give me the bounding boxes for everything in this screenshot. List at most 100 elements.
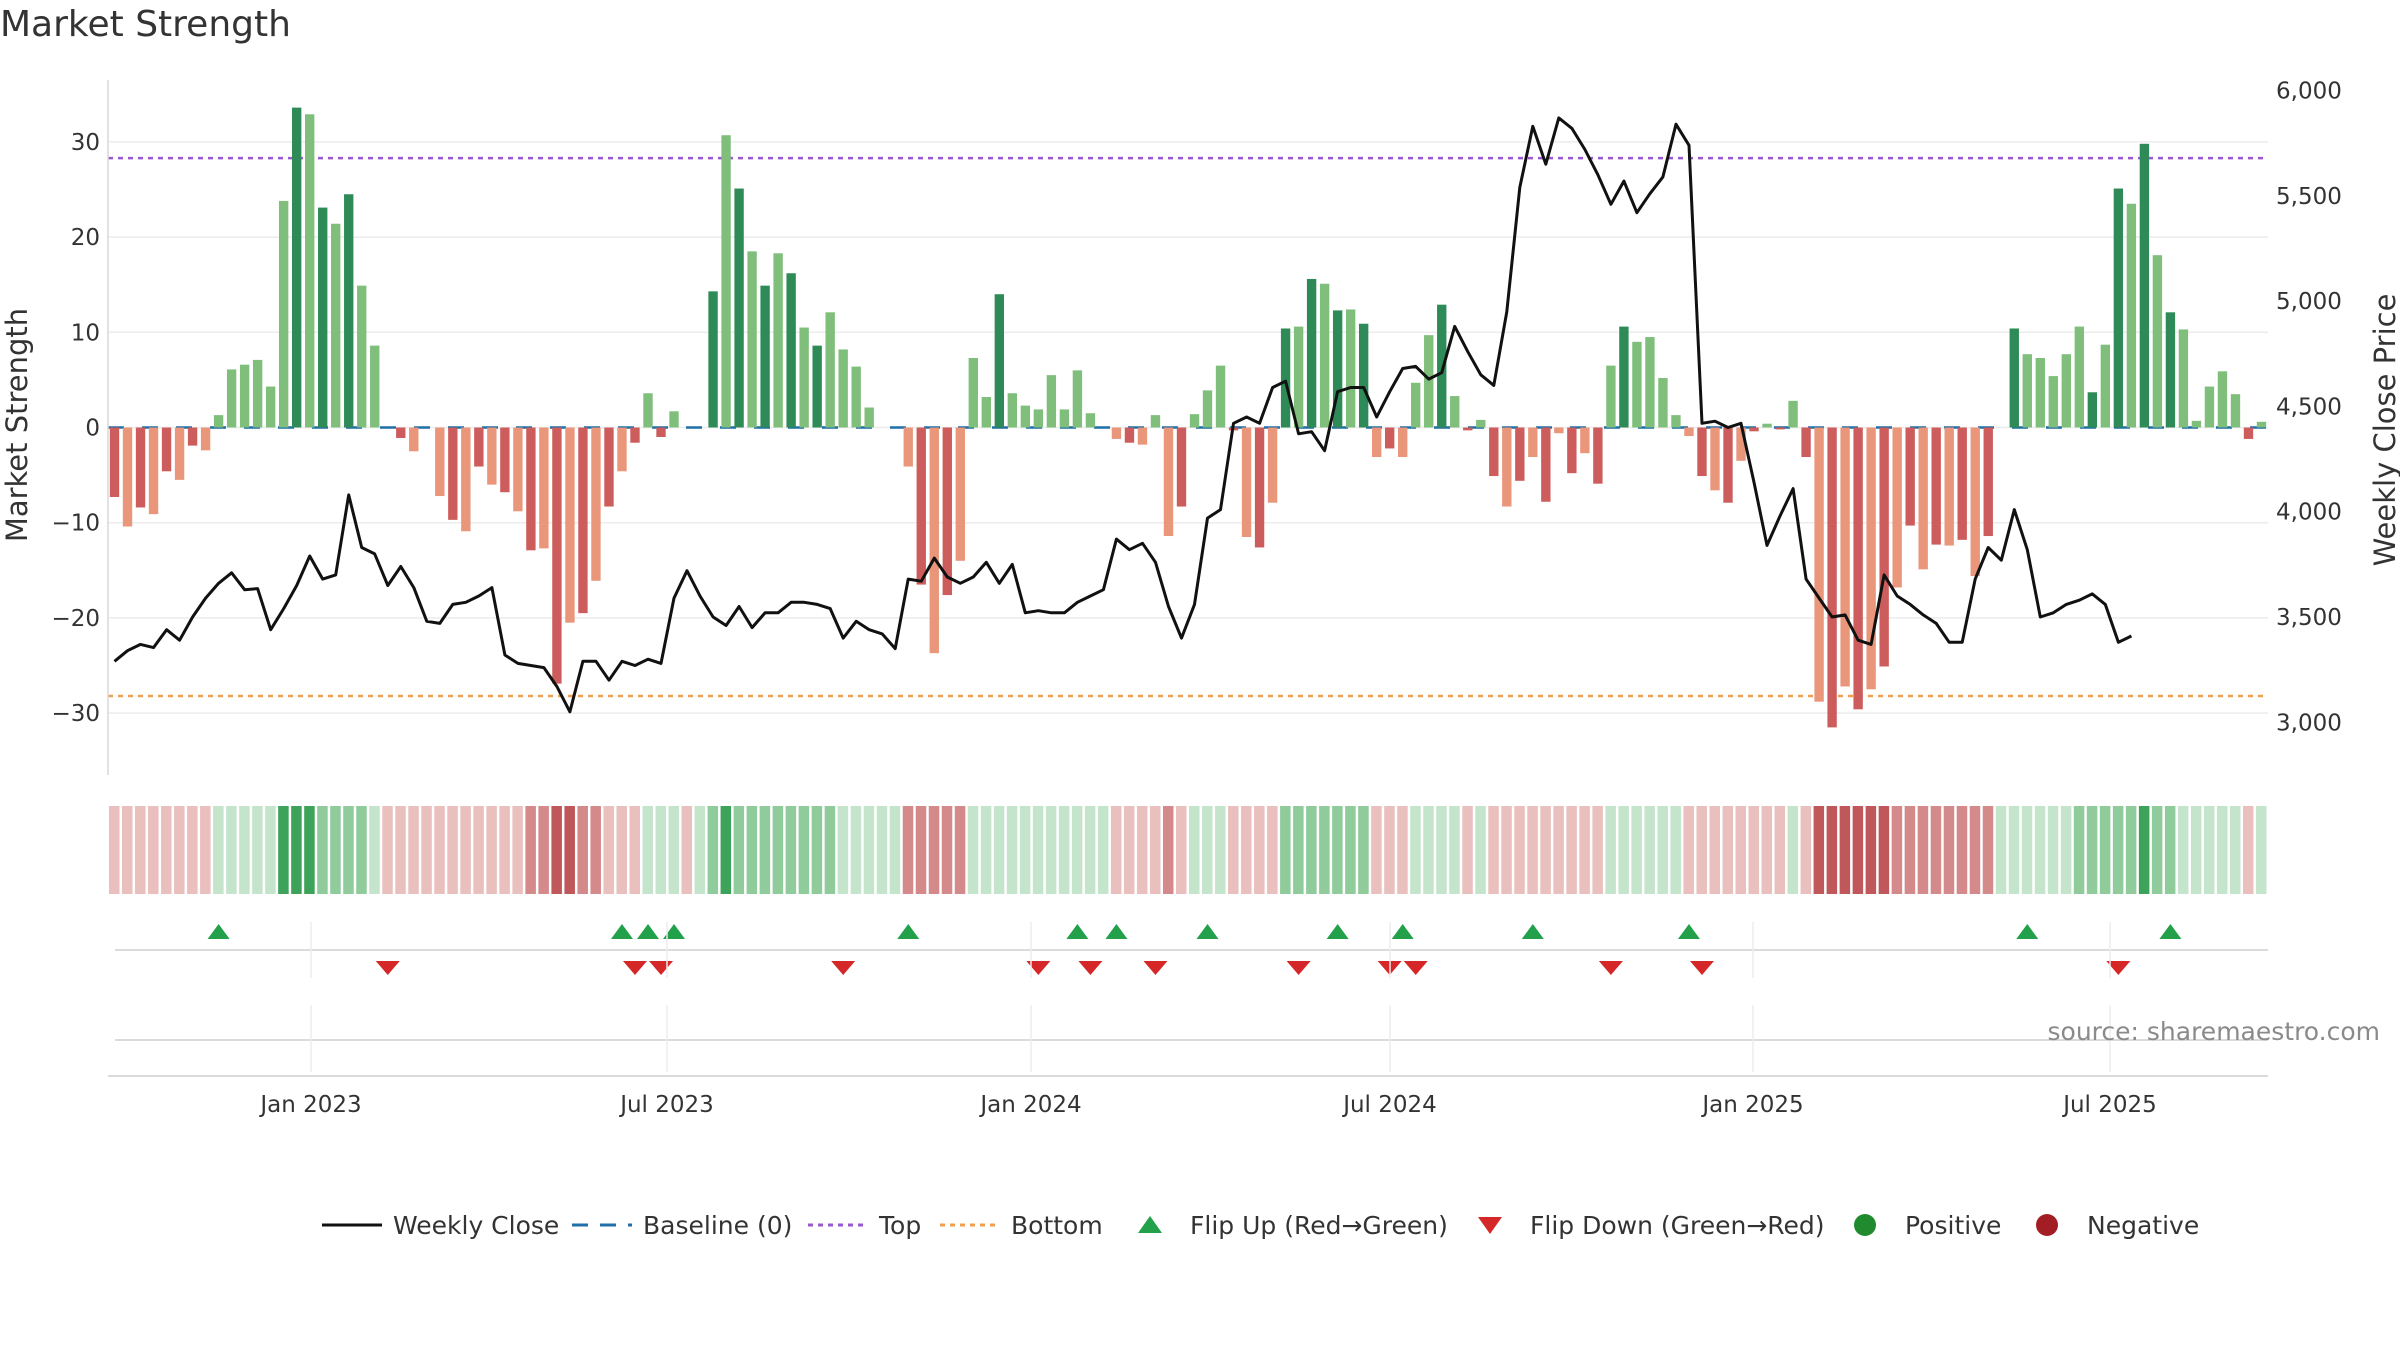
strength-bar: [1215, 365, 1226, 428]
strength-bar: [981, 397, 991, 428]
heatmap-cell: [1813, 806, 1825, 894]
heatmap-cell: [317, 806, 328, 894]
strength-bar: [1345, 309, 1356, 428]
legend-label: Flip Up (Red→Green): [1190, 1211, 1448, 1240]
legend-label: Bottom: [1011, 1211, 1103, 1240]
heatmap-cell: [733, 806, 745, 894]
heatmap-cell: [798, 806, 810, 894]
strength-bar: [239, 364, 250, 428]
heatmap-cell: [889, 806, 901, 894]
heatmap-cell: [291, 806, 302, 894]
strength-bar: [174, 427, 185, 480]
strength-bar: [1411, 382, 1421, 428]
strength-bar: [1918, 427, 1928, 570]
heatmap-cell: [499, 806, 510, 894]
strength-bar: [252, 359, 263, 428]
heatmap-cell: [1761, 806, 1773, 894]
flip-down-marker: [1078, 961, 1103, 975]
heatmap-cell: [1241, 806, 1252, 894]
heatmap-cell: [1956, 806, 1968, 894]
strength-bar: [1202, 390, 1213, 428]
heatmap-cell: [928, 806, 940, 894]
strength-bar: [1515, 427, 1525, 481]
strength-bar: [643, 393, 653, 428]
strength-bar: [1189, 414, 1200, 428]
strength-bar: [2243, 427, 2254, 439]
flip-down-marker: [1143, 961, 1168, 975]
strength-bar: [318, 207, 328, 428]
heatmap-cell: [967, 806, 979, 894]
strength-bar: [630, 427, 640, 443]
strength-bar: [200, 427, 211, 451]
strength-bar: [513, 427, 523, 512]
heatmap-cell: [1293, 806, 1304, 894]
legend-swatch: [1478, 1217, 1502, 1234]
heatmap-cell: [837, 806, 849, 894]
heatmap-cell: [1488, 806, 1499, 894]
x-tick-label: Jul 2023: [618, 1092, 714, 1118]
heatmap-cell: [954, 806, 966, 894]
heatmap-cell: [1280, 806, 1291, 894]
heatmap-cell: [1943, 806, 1955, 894]
strength-bar: [1840, 427, 1850, 687]
heatmap-cell: [1436, 806, 1447, 894]
legend-label: Negative: [2087, 1211, 2199, 1240]
weekly-close-line: [113, 116, 2133, 714]
heatmap-cell: [1110, 806, 1122, 894]
flip-down-marker: [1689, 961, 1714, 975]
heatmap-cell: [1553, 806, 1564, 894]
flip-up-marker: [1677, 924, 1700, 939]
flip-up-marker: [1521, 924, 1544, 939]
heatmap-cell: [434, 806, 445, 894]
heatmap-cell: [1371, 806, 1382, 894]
heatmap-cell: [707, 806, 719, 894]
left-tick-label: 30: [71, 130, 100, 156]
strength-bar: [1280, 328, 1291, 428]
y-axis-left-title: Market Strength: [0, 308, 34, 542]
heatmap-cell: [668, 806, 680, 894]
strength-bar: [1567, 427, 1577, 474]
strength-bar: [578, 427, 588, 614]
flip-down-marker: [375, 961, 400, 975]
heatmap-cell: [1618, 806, 1629, 894]
strength-bar: [474, 427, 484, 467]
right-tick-label: 3,000: [2276, 710, 2342, 736]
x-tick-label: Jan 2023: [258, 1092, 361, 1118]
strength-bar: [1398, 427, 1408, 458]
heatmap-cell: [1722, 806, 1734, 894]
strength-bar: [2061, 354, 2071, 428]
heatmap-cell: [1852, 806, 1864, 894]
strength-heatmap-strip: [109, 806, 2267, 894]
heatmap-cell: [1566, 806, 1577, 894]
heatmap-cell: [2047, 806, 2059, 894]
heatmap-cell: [1267, 806, 1278, 894]
heatmap-cell: [603, 806, 614, 894]
strength-bar: [1489, 427, 1499, 477]
heatmap-cell: [577, 806, 588, 894]
heatmap-cell: [1189, 806, 1200, 894]
flip-down-marker: [1403, 961, 1428, 975]
heatmap-cell: [681, 806, 693, 894]
heatmap-cell: [1423, 806, 1434, 894]
heatmap-cell: [252, 806, 263, 894]
heatmap-cell: [1332, 806, 1343, 894]
strength-bar: [1319, 283, 1330, 428]
heatmap-cell: [1358, 806, 1369, 894]
heatmap-cell: [1839, 806, 1851, 894]
strength-bar: [1593, 427, 1603, 484]
strength-bar: [2204, 386, 2215, 428]
heatmap-cell: [161, 806, 172, 894]
heatmap-cell: [941, 806, 953, 894]
strength-bar: [305, 114, 315, 428]
flip-markers: [115, 924, 2268, 1041]
heatmap-cell: [1527, 806, 1538, 894]
strength-bar: [1124, 427, 1135, 443]
strength-bar: [1267, 427, 1278, 503]
strength-bar: [331, 223, 341, 428]
heatmap-cell: [1097, 806, 1109, 894]
x-tick-label: Jul 2025: [2061, 1092, 2157, 1118]
heatmap-cell: [486, 806, 497, 894]
left-tick-label: −30: [51, 701, 100, 727]
heatmap-cell: [525, 806, 536, 894]
strength-bar: [1684, 427, 1694, 437]
